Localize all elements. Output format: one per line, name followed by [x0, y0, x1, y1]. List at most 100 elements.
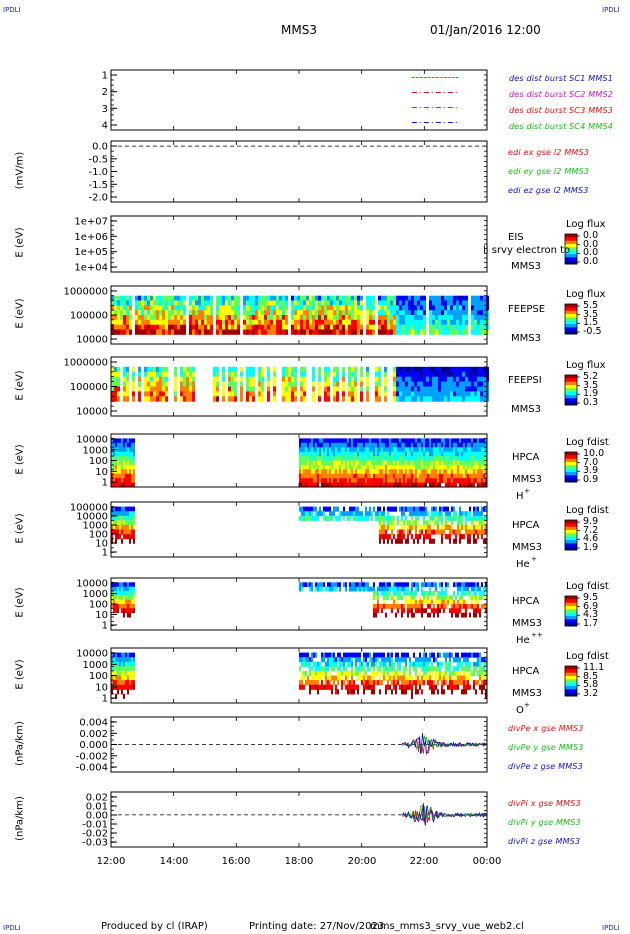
hpca_he1-colorbar-segment — [565, 520, 577, 524]
hpca_h-pixel — [441, 460, 443, 466]
edi-frame — [110, 140, 488, 203]
hpca_h-pixel — [339, 442, 341, 448]
hpca_he2-pixel — [405, 591, 407, 596]
hpca_h-pixel — [411, 482, 413, 488]
hpca_he2-pixel — [383, 599, 385, 605]
feeps_e-pixel — [348, 300, 351, 306]
hpca_o-pixel — [341, 661, 343, 667]
hpca_he1-pixel — [319, 511, 321, 517]
feeps_e-pixel — [432, 319, 435, 326]
hpca_h-pixel — [329, 442, 331, 448]
feeps_i-pixel — [162, 381, 165, 387]
feeps_e-pixel — [372, 295, 375, 301]
feeps_e-pixel — [171, 319, 174, 326]
feeps_e-pixel — [309, 310, 312, 316]
hpca_h-pixel — [313, 473, 315, 479]
hpca_h-pixel — [129, 451, 131, 457]
hpca_he2-pixel — [115, 582, 117, 588]
hpca_h-pixel — [377, 456, 379, 461]
hpca_o-pixel — [437, 666, 439, 672]
feeps_e-pixel — [447, 310, 450, 316]
feeps_i-pixel — [384, 381, 387, 387]
feeps_e-pixel — [360, 300, 363, 306]
feeps_i-pixel — [246, 391, 249, 397]
hpca_he1-pixel — [127, 534, 129, 540]
hpca_h-pixel — [431, 438, 433, 444]
feeps_e-pixel — [237, 300, 240, 306]
hpca_o-colorbar-segment — [565, 682, 577, 687]
hpca_h-pixel — [461, 464, 463, 470]
feeps_e-pixel — [201, 324, 204, 330]
feeps_i-pixel — [465, 376, 468, 383]
hpca_o-pixel — [347, 684, 349, 690]
hpca_he1-pixel — [381, 515, 383, 521]
feeps_e-pixel — [303, 315, 306, 321]
hpca_he1-pixel — [411, 511, 413, 517]
hpca_he1-pixel — [383, 520, 385, 526]
feeps_i-pixel — [435, 371, 438, 378]
hpca_o-pixel — [379, 675, 381, 681]
hpca_he1-pixel — [391, 524, 393, 530]
hpca_h-pixel — [111, 478, 113, 484]
feeps_i-pixel — [282, 386, 285, 392]
feeps_i-pixel — [426, 381, 429, 387]
hpca_o-pixel — [451, 652, 453, 658]
hpca_h-pixel — [425, 451, 427, 457]
feeps_i-pixel — [273, 386, 276, 392]
feeps_i-pixel — [123, 371, 126, 378]
hpca_h-pixel — [355, 456, 357, 461]
feeps_e-pixel — [360, 295, 363, 301]
hpca_o-pixel — [315, 684, 317, 690]
hpca_h-pixel — [395, 460, 397, 466]
hpca_h-pixel — [483, 469, 485, 475]
hpca_he2-pixel — [423, 599, 425, 605]
hpca_h-pixel — [407, 442, 409, 448]
hpca_he2-pixel — [473, 608, 475, 614]
feeps_i-pixel — [432, 371, 435, 378]
hpca_o-pixel — [347, 657, 349, 663]
hpca_h-pixel — [439, 438, 441, 444]
hpca_o-pixel — [111, 666, 113, 672]
hpca_h-data — [111, 438, 487, 488]
hpca_h-pixel — [389, 464, 391, 470]
feeps_i-pixel — [480, 376, 483, 383]
feeps_e-pixel — [267, 319, 270, 326]
hpca_h-pixel — [323, 482, 325, 488]
hpca_h-pixel — [439, 464, 441, 470]
hpca_o-pixel — [457, 666, 459, 672]
hpca_he1-pixel — [455, 515, 457, 521]
hpca_h-pixel — [323, 469, 325, 475]
hpca_he2-pixel — [395, 582, 397, 588]
hpca_o-pixel — [331, 684, 333, 690]
feeps_e-pixel — [408, 295, 411, 301]
feeps_e-pixel — [435, 324, 438, 330]
hpca_h-pixel — [415, 451, 417, 457]
hpca_h-pixel — [323, 447, 325, 453]
hpca_he2-pixel — [457, 586, 459, 592]
feeps_i-pixel — [465, 371, 468, 378]
hpca_o-pixel — [299, 680, 301, 686]
feeps_i-pixel — [408, 381, 411, 387]
feeps_i-pixel — [459, 381, 462, 387]
hpca_he1-pixel — [123, 520, 125, 526]
hpca_o-pixel — [361, 675, 363, 681]
hpca_h-pixel — [411, 478, 413, 484]
feeps_e-pixel — [195, 319, 198, 326]
feeps_e-pixel — [261, 315, 264, 321]
hpca_h-pixel — [415, 482, 417, 488]
hpca_h-pixel — [313, 456, 315, 461]
hpca_h-pixel — [335, 473, 337, 479]
hpca_o-pixel — [481, 657, 483, 663]
hpca_he1-pixel — [375, 511, 377, 517]
feeps_e-pixel — [381, 300, 384, 306]
hpca_h-pixel — [347, 482, 349, 488]
feeps_i-pixel — [324, 386, 327, 392]
hpca_h-pixel — [383, 442, 385, 448]
feeps_i-pixel — [384, 396, 387, 402]
feeps_i-pixel — [288, 366, 291, 373]
hpca_o-pixel — [325, 670, 327, 676]
feeps_e-pixel — [174, 319, 177, 326]
feeps_e-pixel — [126, 324, 129, 330]
hpca_he1-pixel — [419, 511, 421, 517]
